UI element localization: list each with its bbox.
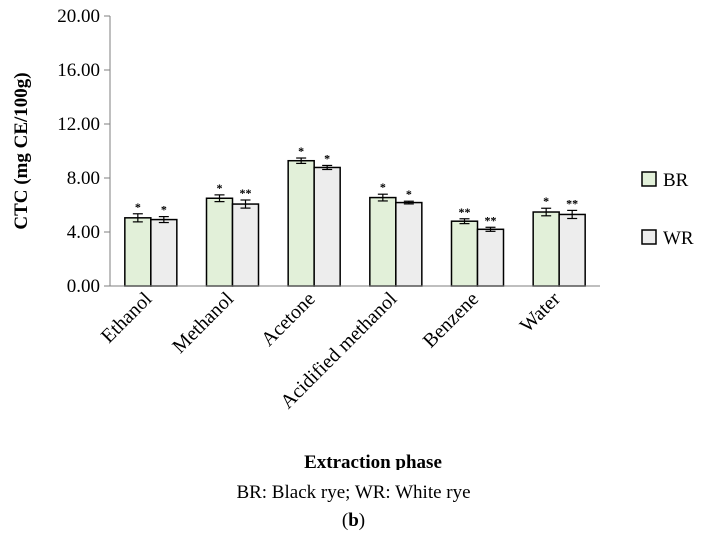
- y-tick-label: 0.00: [67, 276, 100, 297]
- bar-br: [450, 220, 479, 287]
- significance-marker: *: [217, 181, 223, 195]
- legend-swatch-wr: [641, 229, 657, 245]
- figure-note: BR: Black rye; WR: White rye: [236, 482, 471, 503]
- y-tick-label: 20.00: [57, 6, 100, 27]
- bar-wr: [231, 203, 260, 287]
- significance-marker: **: [485, 213, 497, 227]
- significance-marker: **: [240, 186, 252, 200]
- significance-marker: *: [543, 194, 549, 208]
- category-label: Ethanol: [97, 288, 157, 348]
- bar-br: [124, 217, 152, 287]
- bar-br: [205, 197, 234, 287]
- bar-br: [369, 196, 397, 287]
- bar-wr: [313, 166, 341, 287]
- y-tick-label: 4.00: [67, 222, 100, 243]
- legend: BR WR: [641, 170, 694, 249]
- legend-label-br: BR: [663, 170, 689, 191]
- y-tick-label: 12.00: [57, 114, 100, 135]
- significance-marker: *: [324, 151, 330, 165]
- panel-label: (b): [0, 510, 707, 532]
- y-tick-label: 8.00: [67, 168, 100, 189]
- panel-letter: b: [348, 510, 359, 531]
- x-axis-title: Extraction phase: [304, 452, 442, 470]
- category-label: Water: [516, 288, 565, 337]
- significance-marker: *: [161, 203, 167, 217]
- category-label: Methanol: [168, 288, 238, 358]
- significance-marker: **: [459, 205, 471, 219]
- category-label: Benzene: [419, 288, 483, 352]
- bar-wr: [150, 218, 178, 287]
- significance-marker: **: [566, 196, 578, 210]
- category-label: Acetone: [257, 288, 320, 351]
- bar-wr: [558, 213, 586, 287]
- bar-br: [532, 211, 560, 287]
- significance-marker: *: [380, 180, 386, 194]
- bar-wr: [476, 228, 505, 287]
- y-axis-title: CTC (mg CE/100g): [11, 72, 32, 229]
- significance-marker: *: [406, 187, 412, 201]
- y-axis-ticks: 0.00 4.00 8.00 12.00 16.00 20.00: [57, 6, 110, 297]
- axes: [109, 16, 600, 287]
- bars: * ** *********** **: [124, 144, 586, 287]
- panel-close-paren: ): [358, 510, 366, 531]
- y-tick-label: 16.00: [57, 60, 100, 81]
- significance-marker: *: [298, 144, 304, 158]
- significance-marker: *: [135, 200, 141, 214]
- legend-label-wr: WR: [663, 228, 694, 249]
- panel-open-paren: (: [341, 510, 349, 531]
- bar-wr: [395, 201, 423, 287]
- legend-swatch-br: [641, 171, 657, 187]
- bar-br: [287, 159, 315, 287]
